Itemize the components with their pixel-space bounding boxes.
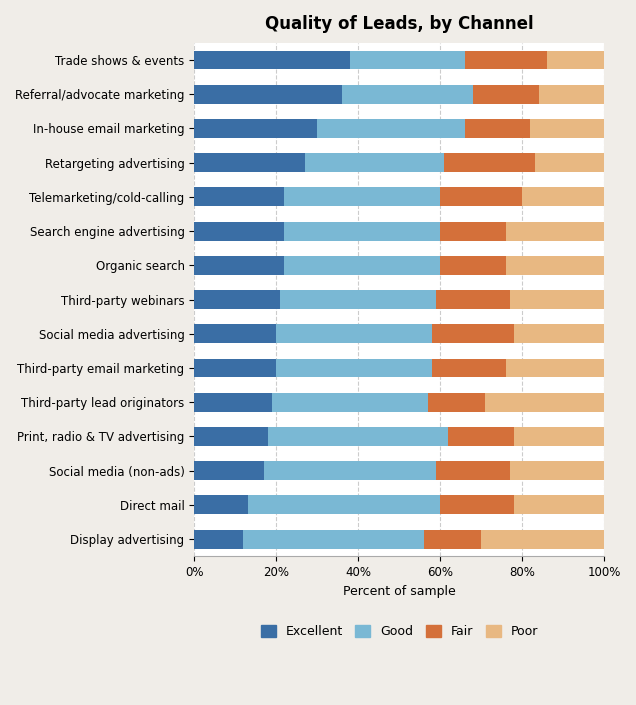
Bar — [244, 529, 424, 548]
Bar — [473, 85, 539, 104]
Bar — [465, 51, 547, 69]
Bar — [440, 221, 506, 240]
Bar — [530, 119, 604, 138]
Bar — [485, 393, 604, 412]
Bar — [194, 393, 272, 412]
Bar — [481, 529, 604, 548]
Bar — [424, 529, 481, 548]
Bar — [514, 496, 604, 515]
Bar — [510, 461, 604, 480]
Bar — [506, 221, 604, 240]
Bar — [535, 153, 604, 172]
Bar — [276, 324, 432, 343]
Bar — [440, 256, 506, 275]
Bar — [342, 85, 473, 104]
Bar — [350, 51, 465, 69]
Bar — [445, 153, 535, 172]
Bar — [514, 427, 604, 446]
Bar — [194, 496, 247, 515]
Bar — [465, 119, 530, 138]
Bar — [436, 290, 510, 309]
Bar — [194, 256, 284, 275]
Bar — [194, 529, 244, 548]
Bar — [317, 119, 465, 138]
Bar — [194, 119, 317, 138]
Bar — [506, 359, 604, 377]
Bar — [440, 496, 514, 515]
Bar — [305, 153, 445, 172]
Legend: Excellent, Good, Fair, Poor: Excellent, Good, Fair, Poor — [254, 619, 544, 644]
Bar — [440, 188, 522, 207]
Bar — [268, 427, 448, 446]
Bar — [264, 461, 436, 480]
Bar — [194, 427, 268, 446]
Bar — [448, 427, 514, 446]
Bar — [514, 324, 604, 343]
Bar — [547, 51, 604, 69]
Bar — [428, 393, 485, 412]
Bar — [284, 188, 440, 207]
Bar — [432, 324, 514, 343]
Bar — [284, 221, 440, 240]
Bar — [194, 85, 342, 104]
Bar — [284, 256, 440, 275]
Bar — [506, 256, 604, 275]
Title: Quality of Leads, by Channel: Quality of Leads, by Channel — [265, 15, 534, 33]
Bar — [510, 290, 604, 309]
Bar — [280, 290, 436, 309]
Bar — [432, 359, 506, 377]
Bar — [194, 359, 276, 377]
Bar — [194, 188, 284, 207]
Bar — [522, 188, 604, 207]
X-axis label: Percent of sample: Percent of sample — [343, 584, 455, 598]
Bar — [194, 221, 284, 240]
Bar — [436, 461, 510, 480]
Bar — [194, 461, 264, 480]
Bar — [247, 496, 440, 515]
Bar — [276, 359, 432, 377]
Bar — [539, 85, 604, 104]
Bar — [272, 393, 428, 412]
Bar — [194, 290, 280, 309]
Bar — [194, 324, 276, 343]
Bar — [194, 51, 350, 69]
Bar — [194, 153, 305, 172]
